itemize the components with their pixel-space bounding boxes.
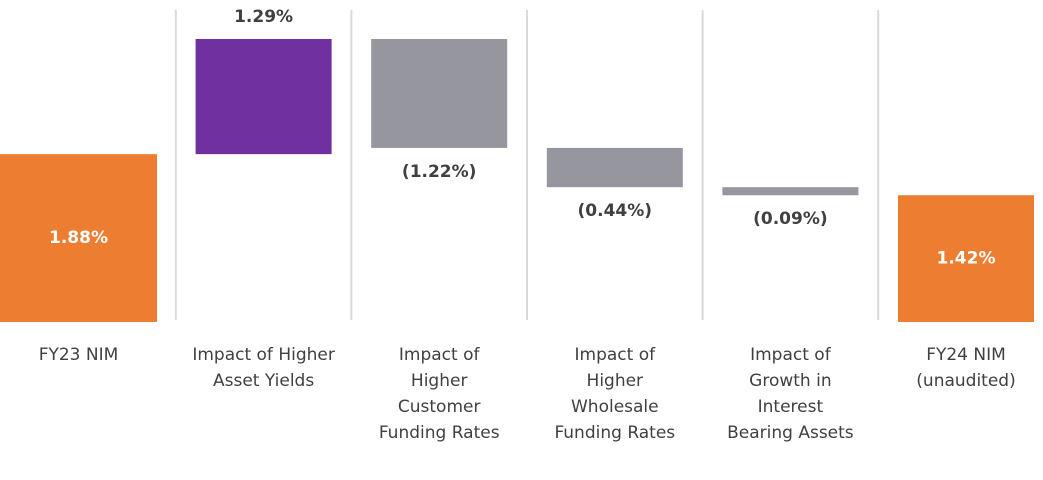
value-label: 1.42% [937, 249, 996, 269]
value-label: (0.09%) [753, 209, 828, 229]
category-label: FY23 NIM [38, 345, 119, 365]
bar [371, 39, 508, 148]
value-label: 1.88% [49, 228, 108, 248]
bar [898, 195, 1034, 322]
bar [722, 187, 859, 196]
category-label: FY24 NIM (unaudited) [916, 345, 1016, 391]
value-label: 1.29% [234, 7, 293, 27]
bar [0, 154, 157, 322]
value-label: (1.22%) [402, 162, 477, 182]
category-label: Impact of Higher Wholesale Funding Rates [554, 345, 676, 443]
category-label: Impact of Growth in Interest Bearing Ass… [727, 345, 854, 443]
bar [546, 147, 683, 188]
category-label: Impact of Higher Asset Yields [192, 345, 335, 391]
category-label: Impact of Higher Customer Funding Rates [378, 345, 500, 443]
value-label: (0.44%) [578, 201, 653, 221]
bar [195, 39, 332, 155]
